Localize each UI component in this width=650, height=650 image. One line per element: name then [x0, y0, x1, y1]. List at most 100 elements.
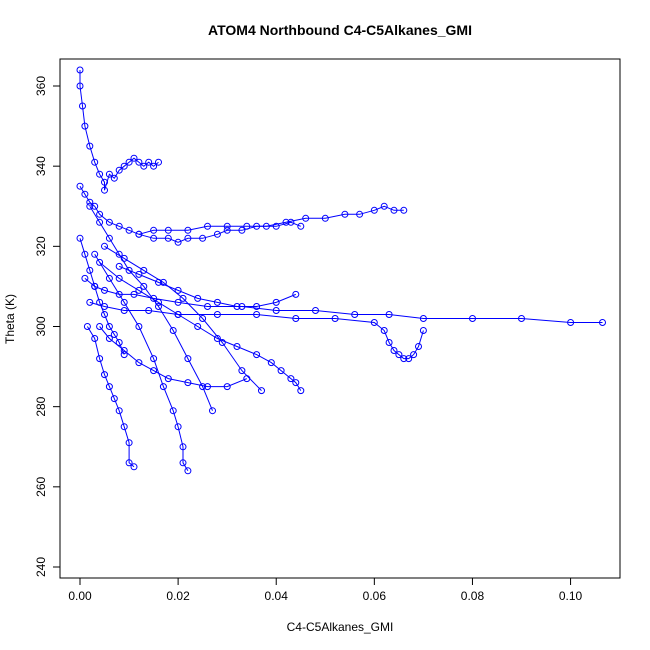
- data-point: [105, 383, 113, 391]
- data-point: [140, 162, 148, 170]
- data-point: [253, 351, 261, 359]
- data-point: [567, 319, 575, 326]
- data-point: [415, 343, 422, 350]
- data-point: [120, 162, 128, 170]
- data-point: [179, 443, 187, 451]
- x-tick-label: 0.06: [363, 589, 387, 603]
- data-point: [194, 294, 202, 302]
- data-point: [135, 323, 143, 330]
- x-axis-label: C4-C5Alkanes_GMI: [287, 620, 394, 634]
- data-point: [101, 371, 108, 379]
- data-point: [213, 311, 221, 318]
- data-point: [213, 230, 221, 238]
- data-point: [110, 331, 118, 338]
- data-point: [140, 282, 148, 290]
- data-point: [184, 467, 192, 475]
- x-axis: 0.00 0.02 0.04 0.06 0.08 0.10: [68, 577, 583, 603]
- data-point: [204, 303, 211, 310]
- data-point: [164, 375, 172, 383]
- data-point: [292, 379, 300, 387]
- data-point: [179, 459, 187, 467]
- series-line: [119, 265, 296, 307]
- data-point: [370, 206, 378, 214]
- series-line: [79, 238, 125, 355]
- data-point: [115, 166, 123, 174]
- data-point: [199, 315, 207, 322]
- data-point: [125, 266, 133, 274]
- data-point: [96, 323, 104, 330]
- data-point: [321, 214, 329, 222]
- data-point: [96, 355, 104, 363]
- plot-area: [76, 66, 606, 475]
- chart-title: ATOM4 Northbound C4-C5Alkanes_GMI: [208, 22, 472, 38]
- data-point: [223, 383, 231, 391]
- data-point: [76, 66, 84, 74]
- data-point: [400, 206, 408, 214]
- data-point: [390, 206, 398, 214]
- data-point: [204, 383, 211, 391]
- data-point: [150, 226, 158, 234]
- data-point: [243, 375, 251, 383]
- y-tick-label: 320: [34, 236, 48, 256]
- data-point: [120, 423, 128, 431]
- data-point: [130, 290, 138, 298]
- data-point: [101, 311, 108, 318]
- data-point: [125, 439, 133, 447]
- data-point: [120, 351, 128, 359]
- data-point: [91, 158, 99, 166]
- data-point: [81, 190, 89, 198]
- y-tick-label: 280: [34, 396, 48, 416]
- data-point: [253, 303, 261, 310]
- data-point: [86, 266, 94, 274]
- data-point: [277, 367, 285, 375]
- data-point: [105, 218, 113, 226]
- data-point: [184, 355, 192, 363]
- data-point: [86, 298, 94, 306]
- data-point: [115, 274, 123, 282]
- data-point: [419, 315, 427, 322]
- series-line: [94, 254, 189, 472]
- y-tick-label: 240: [34, 557, 48, 577]
- data-point: [258, 387, 265, 395]
- data-point: [91, 250, 99, 258]
- data-point: [292, 290, 300, 298]
- x-tick-label: 0.00: [68, 589, 92, 603]
- data-point: [410, 351, 418, 359]
- data-point: [238, 367, 246, 375]
- data-point: [213, 298, 221, 306]
- data-point: [130, 154, 138, 162]
- data-point: [341, 210, 349, 218]
- data-point: [115, 290, 123, 298]
- data-point: [518, 315, 525, 322]
- data-point: [120, 347, 128, 354]
- data-point: [130, 463, 138, 471]
- data-point: [243, 222, 251, 230]
- data-point: [125, 158, 133, 166]
- data-point: [101, 178, 108, 186]
- data-point: [159, 278, 167, 286]
- data-point: [297, 387, 305, 395]
- data-point: [174, 311, 182, 318]
- x-tick-label: 0.10: [559, 589, 583, 603]
- data-point: [238, 226, 246, 234]
- data-point: [115, 339, 123, 346]
- data-point: [110, 395, 118, 403]
- data-point: [272, 298, 280, 306]
- data-point: [370, 319, 378, 326]
- data-point: [599, 319, 606, 326]
- y-tick-label: 360: [34, 76, 48, 96]
- data-point: [105, 170, 113, 178]
- data-point: [351, 311, 359, 318]
- data-point: [101, 286, 108, 294]
- data-point: [184, 226, 192, 234]
- data-point: [145, 307, 153, 314]
- data-point: [159, 383, 167, 391]
- x-tick-label: 0.02: [166, 589, 190, 603]
- data-point: [81, 274, 89, 282]
- data-point: [419, 327, 427, 334]
- data-point: [135, 286, 143, 294]
- data-point: [287, 375, 295, 383]
- data-point: [86, 202, 94, 210]
- data-point: [385, 339, 393, 346]
